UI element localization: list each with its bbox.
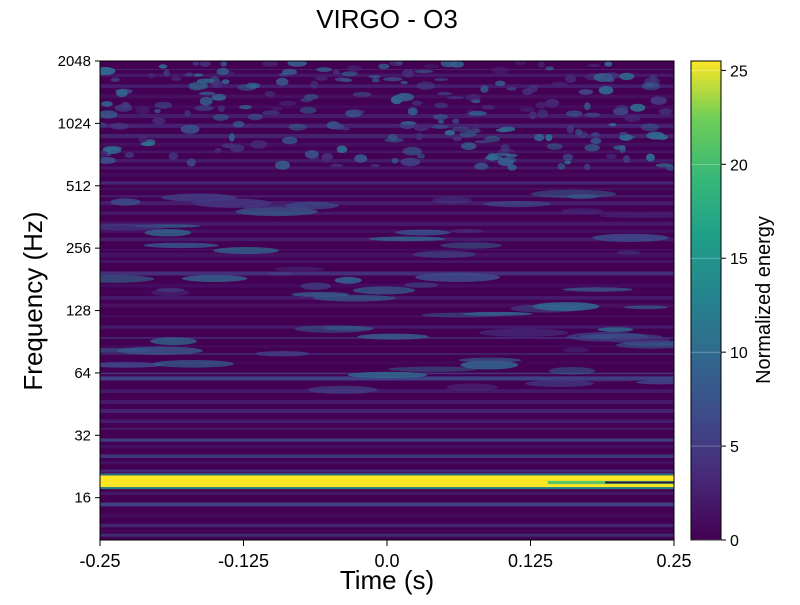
colorbar-label: Normalized energy bbox=[753, 216, 775, 384]
signal-band-halo bbox=[100, 487, 674, 490]
spectrogram-plot bbox=[99, 60, 675, 541]
y-tick-label: 256 bbox=[66, 240, 91, 257]
x-tick-label: 0.0 bbox=[374, 551, 399, 571]
colorbar-tick-label: 20 bbox=[730, 157, 748, 174]
colorbar-tick-label: 15 bbox=[730, 251, 748, 268]
y-tick-label: 64 bbox=[74, 365, 91, 382]
y-tick-label: 128 bbox=[66, 303, 91, 320]
colorbar-tick-label: 5 bbox=[730, 439, 739, 456]
signal-bands bbox=[100, 473, 674, 490]
colorbar-gradient bbox=[690, 60, 722, 541]
signal-band-halo bbox=[100, 473, 674, 476]
y-axis-label: Frequency (Hz) bbox=[18, 211, 48, 390]
x-tick-label: -0.125 bbox=[218, 551, 269, 571]
chart-title: VIRGO - O3 bbox=[316, 4, 458, 34]
colorbar-ticks: 0 5 10 15 20 25 bbox=[691, 63, 748, 550]
noise-texture bbox=[100, 61, 674, 540]
colorbar: 0 5 10 15 20 25 Normalized energy bbox=[690, 60, 775, 550]
colorbar-tick-label: 25 bbox=[730, 63, 748, 80]
signal-band-core bbox=[605, 481, 674, 484]
y-axis-ticks: 16 32 64 128 256 512 1024 2048 bbox=[58, 53, 100, 507]
x-tick-label: 0.25 bbox=[656, 551, 691, 571]
y-tick-label: 512 bbox=[66, 178, 91, 195]
y-tick-label: 2048 bbox=[58, 53, 91, 70]
y-tick-label: 32 bbox=[74, 427, 91, 444]
colorbar-tick-label: 10 bbox=[730, 345, 748, 362]
x-axis-label: Time (s) bbox=[340, 565, 434, 595]
x-axis-ticks: -0.25 -0.125 0.0 0.125 0.25 bbox=[79, 540, 692, 571]
y-tick-label: 16 bbox=[74, 490, 91, 507]
x-tick-label: 0.125 bbox=[508, 551, 553, 571]
y-tick-label: 1024 bbox=[58, 115, 91, 132]
x-tick-label: -0.25 bbox=[79, 551, 120, 571]
colorbar-tick-label: 0 bbox=[730, 533, 739, 550]
signal-band bbox=[100, 475, 674, 488]
